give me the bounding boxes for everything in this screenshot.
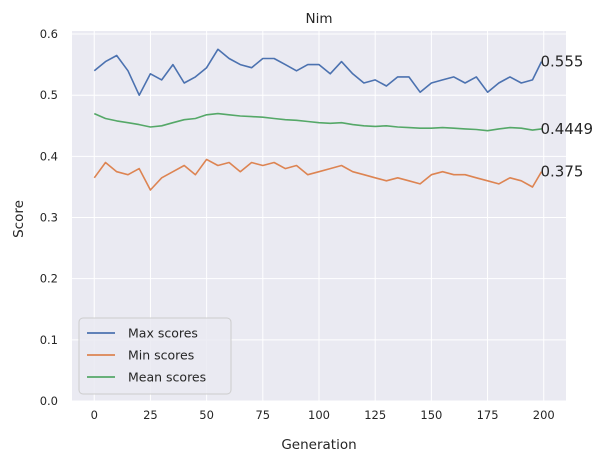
y-tick-label: 0.4: [40, 149, 58, 163]
y-tick-label: 0.3: [40, 211, 58, 225]
x-tick-label: 50: [199, 408, 214, 422]
legend-label: Max scores: [128, 326, 198, 341]
x-tick-label: 200: [533, 408, 555, 422]
series-lines: [93, 48, 543, 191]
y-axis-label: Score: [11, 200, 27, 238]
x-tick-label: 0: [91, 408, 98, 422]
y-tick-label: 0.2: [40, 272, 58, 286]
final-value-label: 0.555: [541, 53, 584, 71]
chart-title: Nim: [306, 11, 333, 27]
legend-label: Mean scores: [128, 370, 206, 385]
y-tick-label: 0.5: [40, 88, 58, 102]
x-tick-label: 25: [143, 408, 158, 422]
series-line: [93, 112, 542, 132]
x-axis-label: Generation: [281, 437, 356, 453]
final-value-label: 0.4449: [541, 120, 594, 138]
y-tick-label: 0.6: [40, 27, 58, 41]
x-tick-label: 125: [364, 408, 386, 422]
final-value-label: 0.375: [541, 163, 584, 181]
y-tick-label: 0.0: [40, 394, 58, 408]
x-tick-label: 175: [477, 408, 499, 422]
final-value-labels: 0.555 0.375 0.4449: [541, 53, 594, 181]
legend-box: [78, 317, 232, 395]
y-axis-ticks: 0.0 0.1 0.2 0.3 0.4 0.5 0.6: [40, 27, 58, 408]
x-axis-ticks: 0 25 50 75 100 125 150 175 200: [91, 408, 555, 422]
series-line: [93, 158, 543, 191]
x-tick-label: 100: [308, 408, 330, 422]
y-tick-label: 0.1: [40, 333, 58, 347]
legend-label: Min scores: [128, 348, 194, 363]
legend: Max scores Min scores Mean scores: [78, 317, 232, 395]
x-tick-label: 150: [420, 408, 442, 422]
x-tick-label: 75: [255, 408, 270, 422]
series-line: [93, 48, 543, 96]
